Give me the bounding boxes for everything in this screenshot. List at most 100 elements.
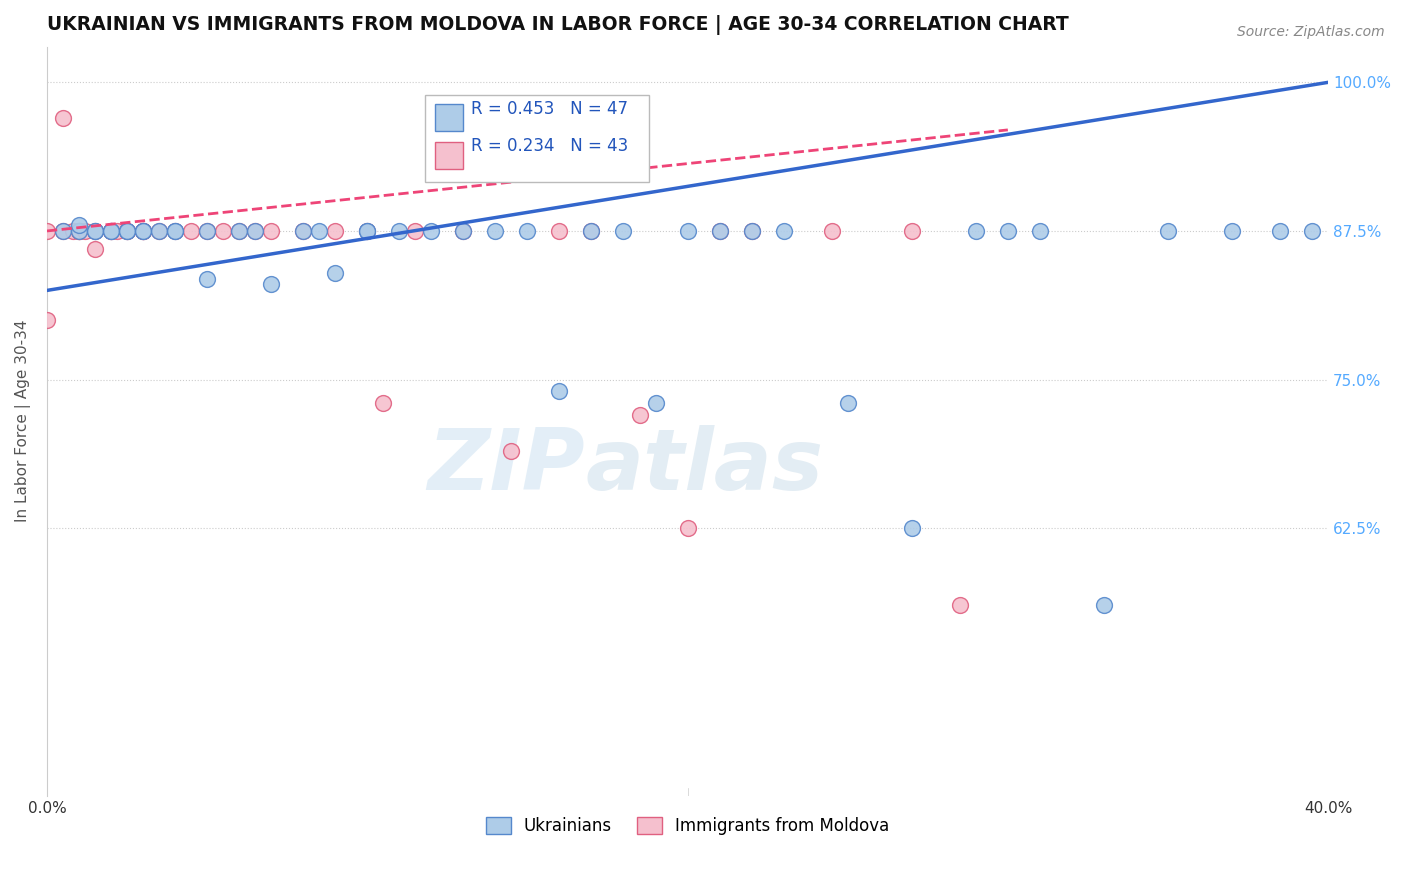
Point: [709, 224, 731, 238]
FancyBboxPatch shape: [425, 95, 650, 181]
Point: [453, 224, 475, 238]
Point: [67, 224, 90, 238]
Point: [67, 224, 90, 238]
Point: [148, 224, 170, 238]
Point: [75, 224, 97, 238]
Point: [516, 224, 538, 238]
Point: [900, 521, 922, 535]
Text: Source: ZipAtlas.com: Source: ZipAtlas.com: [1237, 25, 1385, 39]
Point: [644, 396, 666, 410]
Point: [373, 396, 395, 410]
Point: [100, 224, 122, 238]
Text: R = 0.234   N = 43: R = 0.234 N = 43: [471, 137, 628, 155]
Point: [837, 396, 859, 410]
Text: UKRAINIAN VS IMMIGRANTS FROM MOLDOVA IN LABOR FORCE | AGE 30-34 CORRELATION CHAR: UKRAINIAN VS IMMIGRANTS FROM MOLDOVA IN …: [46, 15, 1069, 35]
Point: [243, 224, 266, 238]
Point: [195, 224, 218, 238]
Point: [501, 444, 523, 458]
Point: [676, 521, 699, 535]
Point: [1220, 224, 1243, 238]
Point: [107, 224, 129, 238]
Point: [581, 224, 603, 238]
Point: [67, 224, 90, 238]
Point: [52, 111, 75, 125]
Point: [1268, 224, 1291, 238]
Point: [308, 224, 330, 238]
Point: [997, 224, 1019, 238]
Point: [741, 224, 763, 238]
FancyBboxPatch shape: [436, 104, 464, 131]
Point: [115, 224, 138, 238]
Point: [212, 224, 235, 238]
Legend: Ukrainians, Immigrants from Moldova: Ukrainians, Immigrants from Moldova: [479, 810, 896, 841]
Point: [228, 224, 250, 238]
Point: [243, 224, 266, 238]
Point: [180, 224, 202, 238]
Point: [165, 224, 187, 238]
Point: [323, 224, 346, 238]
Point: [323, 266, 346, 280]
Point: [195, 271, 218, 285]
Point: [115, 224, 138, 238]
Point: [1092, 599, 1115, 613]
Point: [165, 224, 187, 238]
FancyBboxPatch shape: [436, 142, 464, 169]
Point: [741, 224, 763, 238]
Point: [453, 224, 475, 238]
Point: [404, 224, 426, 238]
Point: [67, 224, 90, 238]
Point: [132, 224, 155, 238]
Point: [612, 224, 634, 238]
Point: [115, 224, 138, 238]
Point: [356, 224, 378, 238]
Point: [148, 224, 170, 238]
Point: [195, 224, 218, 238]
Point: [62, 224, 84, 238]
Point: [581, 224, 603, 238]
Point: [35, 224, 58, 238]
Point: [484, 224, 506, 238]
Point: [420, 224, 443, 238]
Point: [356, 224, 378, 238]
Text: atlas: atlas: [585, 425, 823, 508]
Point: [165, 224, 187, 238]
Point: [965, 224, 987, 238]
Point: [52, 224, 75, 238]
Point: [709, 224, 731, 238]
Point: [292, 224, 315, 238]
Point: [52, 224, 75, 238]
Point: [676, 224, 699, 238]
Point: [772, 224, 794, 238]
Point: [821, 224, 844, 238]
Point: [628, 409, 651, 423]
Point: [84, 224, 107, 238]
Point: [100, 224, 122, 238]
Point: [548, 224, 571, 238]
Point: [1157, 224, 1180, 238]
Text: R = 0.453   N = 47: R = 0.453 N = 47: [471, 100, 628, 118]
Point: [115, 224, 138, 238]
Point: [1029, 224, 1052, 238]
Point: [132, 224, 155, 238]
Point: [35, 313, 58, 327]
Point: [84, 224, 107, 238]
Point: [356, 224, 378, 238]
Point: [84, 242, 107, 256]
Point: [292, 224, 315, 238]
Text: ZIP: ZIP: [427, 425, 585, 508]
Point: [132, 224, 155, 238]
Point: [900, 224, 922, 238]
Y-axis label: In Labor Force | Age 30-34: In Labor Force | Age 30-34: [15, 320, 31, 523]
Point: [100, 224, 122, 238]
Point: [84, 224, 107, 238]
Point: [132, 224, 155, 238]
Point: [67, 218, 90, 232]
Point: [260, 224, 283, 238]
Point: [100, 224, 122, 238]
Point: [548, 384, 571, 399]
Point: [228, 224, 250, 238]
Point: [132, 224, 155, 238]
Point: [949, 599, 972, 613]
Point: [260, 277, 283, 292]
Point: [388, 224, 411, 238]
